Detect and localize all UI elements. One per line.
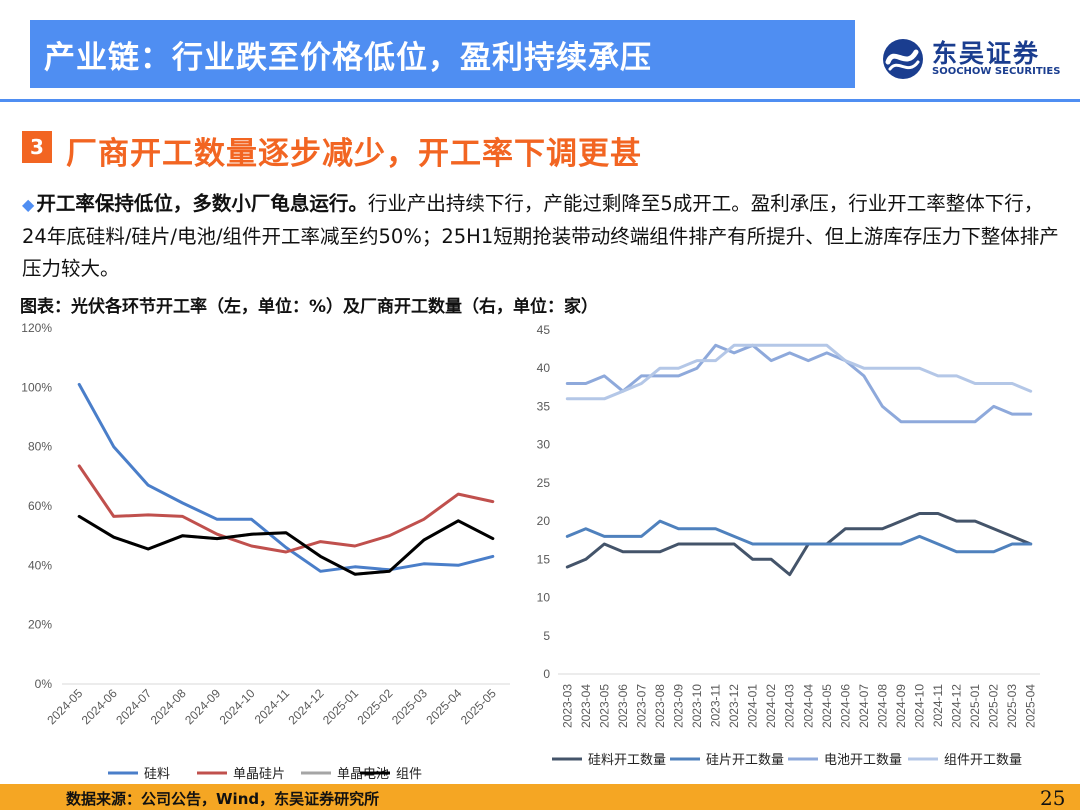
logo-en-text: SOOCHOW SECURITIES	[932, 66, 1061, 77]
section-number: 3	[22, 131, 52, 163]
y-tick-label: 10	[537, 591, 551, 605]
series-line-4	[77, 514, 495, 576]
legend-label: 硅料	[144, 767, 170, 782]
footer-source: 数据来源：公司公告，Wind，东吴证券研究所	[66, 790, 380, 808]
x-tick-label: 2024-12	[286, 686, 327, 727]
legend-label: 硅料开工数量	[588, 753, 666, 768]
x-tick-label: 2024-03	[783, 684, 797, 728]
section-title: 厂商开工数量逐步减少，开工率下调更甚	[66, 136, 642, 172]
x-tick-label: 2024-01	[746, 684, 760, 728]
x-tick-label: 2024-09	[894, 684, 908, 728]
soochow-logo-icon	[883, 39, 923, 79]
y-tick-label: 45	[537, 323, 551, 337]
x-tick-label: 2024-05	[44, 686, 85, 727]
operating-count-chart: 0 5 10 15 20 25 30 35 40 45 2023-03 2023-04 2023-05 2…	[537, 323, 1040, 768]
x-tick-label: 2025-02	[354, 686, 395, 727]
y-tick-label: 40%	[28, 558, 52, 572]
legend-label: 组件开工数量	[944, 753, 1022, 768]
x-tick-label: 2024-12	[950, 684, 964, 728]
x-tick-label: 2024-08	[148, 686, 189, 727]
x-tick-label: 2025-03	[389, 686, 430, 727]
x-tick-label: 2024-06	[838, 684, 852, 728]
x-tick-label: 2023-07	[634, 684, 648, 728]
x-tick-label: 2024-06	[79, 686, 120, 727]
x-tick-label: 2023-10	[690, 684, 704, 728]
page-title: 产业链：行业跌至价格低位，盈利持续承压	[44, 40, 652, 76]
x-tick-label: 2025-03	[1005, 684, 1019, 728]
x-tick-label: 2023-08	[653, 684, 667, 728]
x-tick-label: 2024-10	[913, 684, 927, 728]
x-tick-label: 2023-06	[616, 684, 630, 728]
x-tick-label: 2023-03	[560, 684, 574, 728]
x-tick-label: 2024-05	[820, 684, 834, 728]
y-tick-label: 35	[537, 399, 551, 413]
x-tick-label: 2023-12	[727, 684, 741, 728]
x-tick-label: 2023-05	[597, 684, 611, 728]
bullet-paragraph: ◆ 开工率保持低位，多数小厂龟息运行。行业产出持续下行，产能过剩降至5成开工。盈利…	[22, 188, 1062, 285]
series-line-1	[565, 512, 1033, 577]
legend-label: 组件	[396, 767, 422, 782]
x-tick-label: 2024-07	[113, 686, 154, 727]
x-tick-label: 2023-04	[579, 684, 593, 728]
y-tick-label: 25	[537, 476, 551, 490]
x-tick-label: 2024-11	[252, 686, 293, 727]
y-tick-label: 0%	[35, 677, 53, 691]
series-line-1	[77, 382, 495, 573]
title-bar: 产业链：行业跌至价格低位，盈利持续承压	[30, 20, 855, 88]
legend-label: 单晶硅片	[233, 767, 285, 782]
x-tick-label: 2024-04	[801, 684, 815, 728]
x-tick-label: 2024-02	[764, 684, 778, 728]
x-tick-label: 2025-02	[987, 684, 1001, 728]
x-tick-label: 2025-05	[458, 686, 499, 727]
bullet-body: 行业产出持续下行，产能过剩降至5成开工。盈利承压，行业开工率整体下行，24年底硅…	[22, 192, 1059, 280]
series-line-3	[565, 343, 1033, 424]
series-line-2	[565, 519, 1033, 554]
x-tick-label: 2025-01	[320, 686, 361, 727]
y-tick-label: 30	[537, 438, 551, 452]
page-number: 25	[1040, 786, 1066, 810]
legend-label: 电池开工数量	[824, 753, 902, 768]
series-line-4	[565, 343, 1033, 401]
logo-cn-text: 东吴证券	[932, 39, 1041, 68]
y-tick-label: 5	[543, 629, 550, 643]
y-tick-label: 80%	[28, 440, 52, 454]
logo: 东吴证券 SOOCHOW SECURITIES	[880, 36, 1070, 82]
x-tick-label: 2024-07	[857, 684, 871, 728]
x-tick-label: 2025-04	[1024, 684, 1038, 728]
bullet-lead: 开工率保持低位，多数小厂龟息运行。	[36, 192, 368, 215]
y-tick-label: 15	[537, 552, 551, 566]
x-tick-label: 2024-08	[875, 684, 889, 728]
y-tick-label: 60%	[28, 499, 52, 513]
y-tick-label: 20	[537, 514, 551, 528]
x-tick-label: 2024-11	[931, 684, 945, 727]
footer-bar	[0, 784, 1080, 810]
diamond-bullet-icon: ◆	[22, 195, 35, 214]
legend-label: 硅片开工数量	[706, 753, 784, 768]
utilization-rate-chart: 0%20%40%60%80%100%120%2024-052024-062024…	[21, 321, 510, 782]
y-tick-label: 40	[537, 361, 551, 375]
x-tick-label: 2024-10	[217, 686, 258, 727]
x-tick-label: 2023-09	[672, 684, 686, 728]
series-line-2	[77, 464, 495, 554]
y-tick-label: 100%	[21, 380, 52, 394]
y-tick-label: 20%	[28, 618, 52, 632]
x-tick-label: 2025-01	[968, 684, 982, 728]
x-tick-label: 2024-09	[182, 686, 223, 727]
x-tick-label: 2023-11	[709, 684, 723, 727]
y-tick-label: 0	[543, 667, 550, 681]
x-tick-label: 2025-04	[423, 686, 464, 727]
chart-caption: 图表：光伏各环节开工率（左，单位：%）及厂商开工数量（右，单位：家）	[20, 297, 599, 317]
header-divider	[0, 99, 1080, 102]
y-tick-label: 120%	[21, 321, 52, 335]
